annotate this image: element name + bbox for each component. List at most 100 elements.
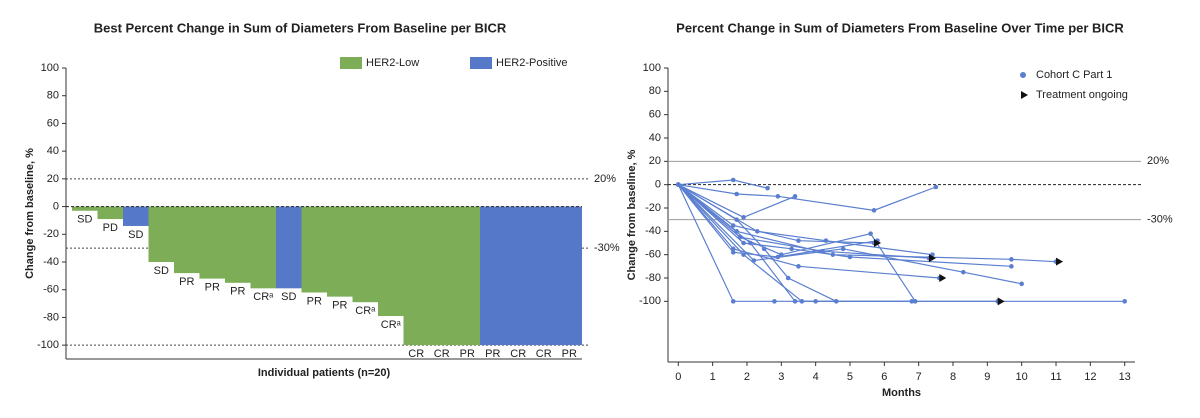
data-point — [823, 238, 829, 243]
data-point — [796, 238, 801, 243]
reference-label: 20% — [594, 173, 616, 185]
data-point — [1009, 257, 1014, 262]
data-point — [761, 246, 767, 252]
data-point — [765, 185, 770, 191]
bar — [174, 206, 200, 274]
x-tick-label: 7 — [916, 371, 922, 383]
data-point — [1019, 281, 1024, 287]
y-tick-label: 80 — [649, 85, 661, 97]
bar — [97, 206, 123, 220]
bar-label: SD — [281, 291, 296, 303]
data-point — [961, 269, 966, 275]
bar — [301, 206, 327, 293]
data-point — [792, 194, 798, 199]
data-point — [796, 264, 801, 269]
series-line — [677, 184, 940, 279]
legend-marker — [1021, 91, 1028, 99]
data-point — [730, 250, 736, 255]
bar — [531, 206, 557, 346]
bar — [505, 206, 531, 346]
bar-label: PR — [179, 276, 194, 288]
y-tick-label: 100 — [41, 62, 59, 74]
bar-label: PR — [307, 295, 322, 307]
ongoing-marker — [997, 297, 1005, 306]
bar — [403, 206, 429, 346]
data-point — [833, 299, 839, 304]
bar-label: CR — [434, 348, 450, 360]
x-tick-label: 1 — [710, 371, 716, 383]
data-point — [730, 223, 736, 228]
data-point — [730, 177, 736, 183]
chart-title: Percent Change in Sum of Diameters From … — [676, 20, 1124, 35]
bar-label: PR — [460, 348, 475, 360]
x-tick-label: 10 — [1016, 371, 1028, 383]
bar-label: SD — [77, 214, 92, 226]
bar — [72, 206, 98, 211]
bar-label: PR — [562, 348, 577, 360]
ongoing-marker — [1056, 257, 1064, 266]
bar — [199, 206, 225, 279]
bar-label: CRᵃ — [355, 305, 376, 317]
bar-label: SD — [128, 229, 143, 241]
bar-label: CR — [510, 348, 526, 360]
bar-label: PR — [205, 282, 220, 294]
y-tick-label: -20 — [43, 228, 59, 240]
y-tick-label: 40 — [649, 132, 661, 144]
legend-swatch — [470, 57, 492, 69]
x-tick-label: 0 — [675, 371, 681, 383]
bar-label: PR — [230, 286, 245, 298]
y-tick-label: -40 — [645, 225, 661, 237]
data-point — [741, 240, 746, 246]
ongoing-marker — [874, 239, 882, 247]
data-point — [1009, 264, 1014, 269]
data-point — [734, 191, 739, 197]
ongoing-marker — [928, 254, 936, 263]
x-tick-label: 6 — [881, 371, 887, 383]
data-point — [868, 231, 873, 236]
y-tick-label: 0 — [53, 200, 59, 212]
bar-label: CR — [536, 348, 552, 360]
x-axis-label: Months — [882, 387, 921, 399]
bar — [556, 206, 582, 346]
y-tick-label: -100 — [639, 295, 661, 307]
bar-label: CRᵃ — [253, 291, 274, 303]
y-tick-label: 20 — [47, 173, 59, 185]
bar — [148, 206, 174, 262]
y-tick-label: 60 — [649, 109, 661, 121]
bar-label: PR — [332, 300, 347, 312]
data-point — [754, 229, 760, 234]
reference-label: 20% — [1147, 155, 1169, 167]
bar — [123, 206, 149, 226]
chart-title: Best Percent Change in Sum of Diameters … — [94, 20, 507, 35]
bar — [276, 206, 302, 289]
legend-label: Treatment ongoing — [1036, 89, 1128, 101]
bar — [225, 206, 251, 283]
y-axis-label: Change from baseline, % — [626, 149, 638, 280]
data-point — [813, 299, 818, 304]
data-point — [741, 215, 746, 220]
y-tick-label: -80 — [645, 272, 661, 284]
y-tick-label: -80 — [43, 311, 59, 323]
x-tick-label: 3 — [778, 371, 784, 383]
legend-swatch — [340, 57, 362, 69]
bar-label: PD — [103, 222, 118, 234]
legend-marker — [1020, 72, 1026, 78]
series-line — [677, 184, 933, 256]
bar — [327, 206, 353, 297]
bar — [429, 206, 455, 346]
data-point — [912, 299, 918, 304]
data-point — [785, 275, 791, 281]
bar-label: PR — [485, 348, 500, 360]
data-point — [676, 182, 681, 187]
x-tick-label: 2 — [744, 371, 750, 383]
y-axis-label: Change from baseline, % — [24, 148, 36, 279]
legend-label: HER2-Low — [366, 57, 419, 69]
x-tick-label: 8 — [950, 371, 956, 383]
x-axis-label: Individual patients (n=20) — [258, 367, 391, 379]
x-tick-label: 5 — [847, 371, 853, 383]
x-tick-label: 9 — [984, 371, 990, 383]
data-point — [789, 246, 794, 252]
data-point — [933, 184, 939, 190]
series-line — [677, 184, 1022, 285]
data-point — [751, 258, 757, 263]
